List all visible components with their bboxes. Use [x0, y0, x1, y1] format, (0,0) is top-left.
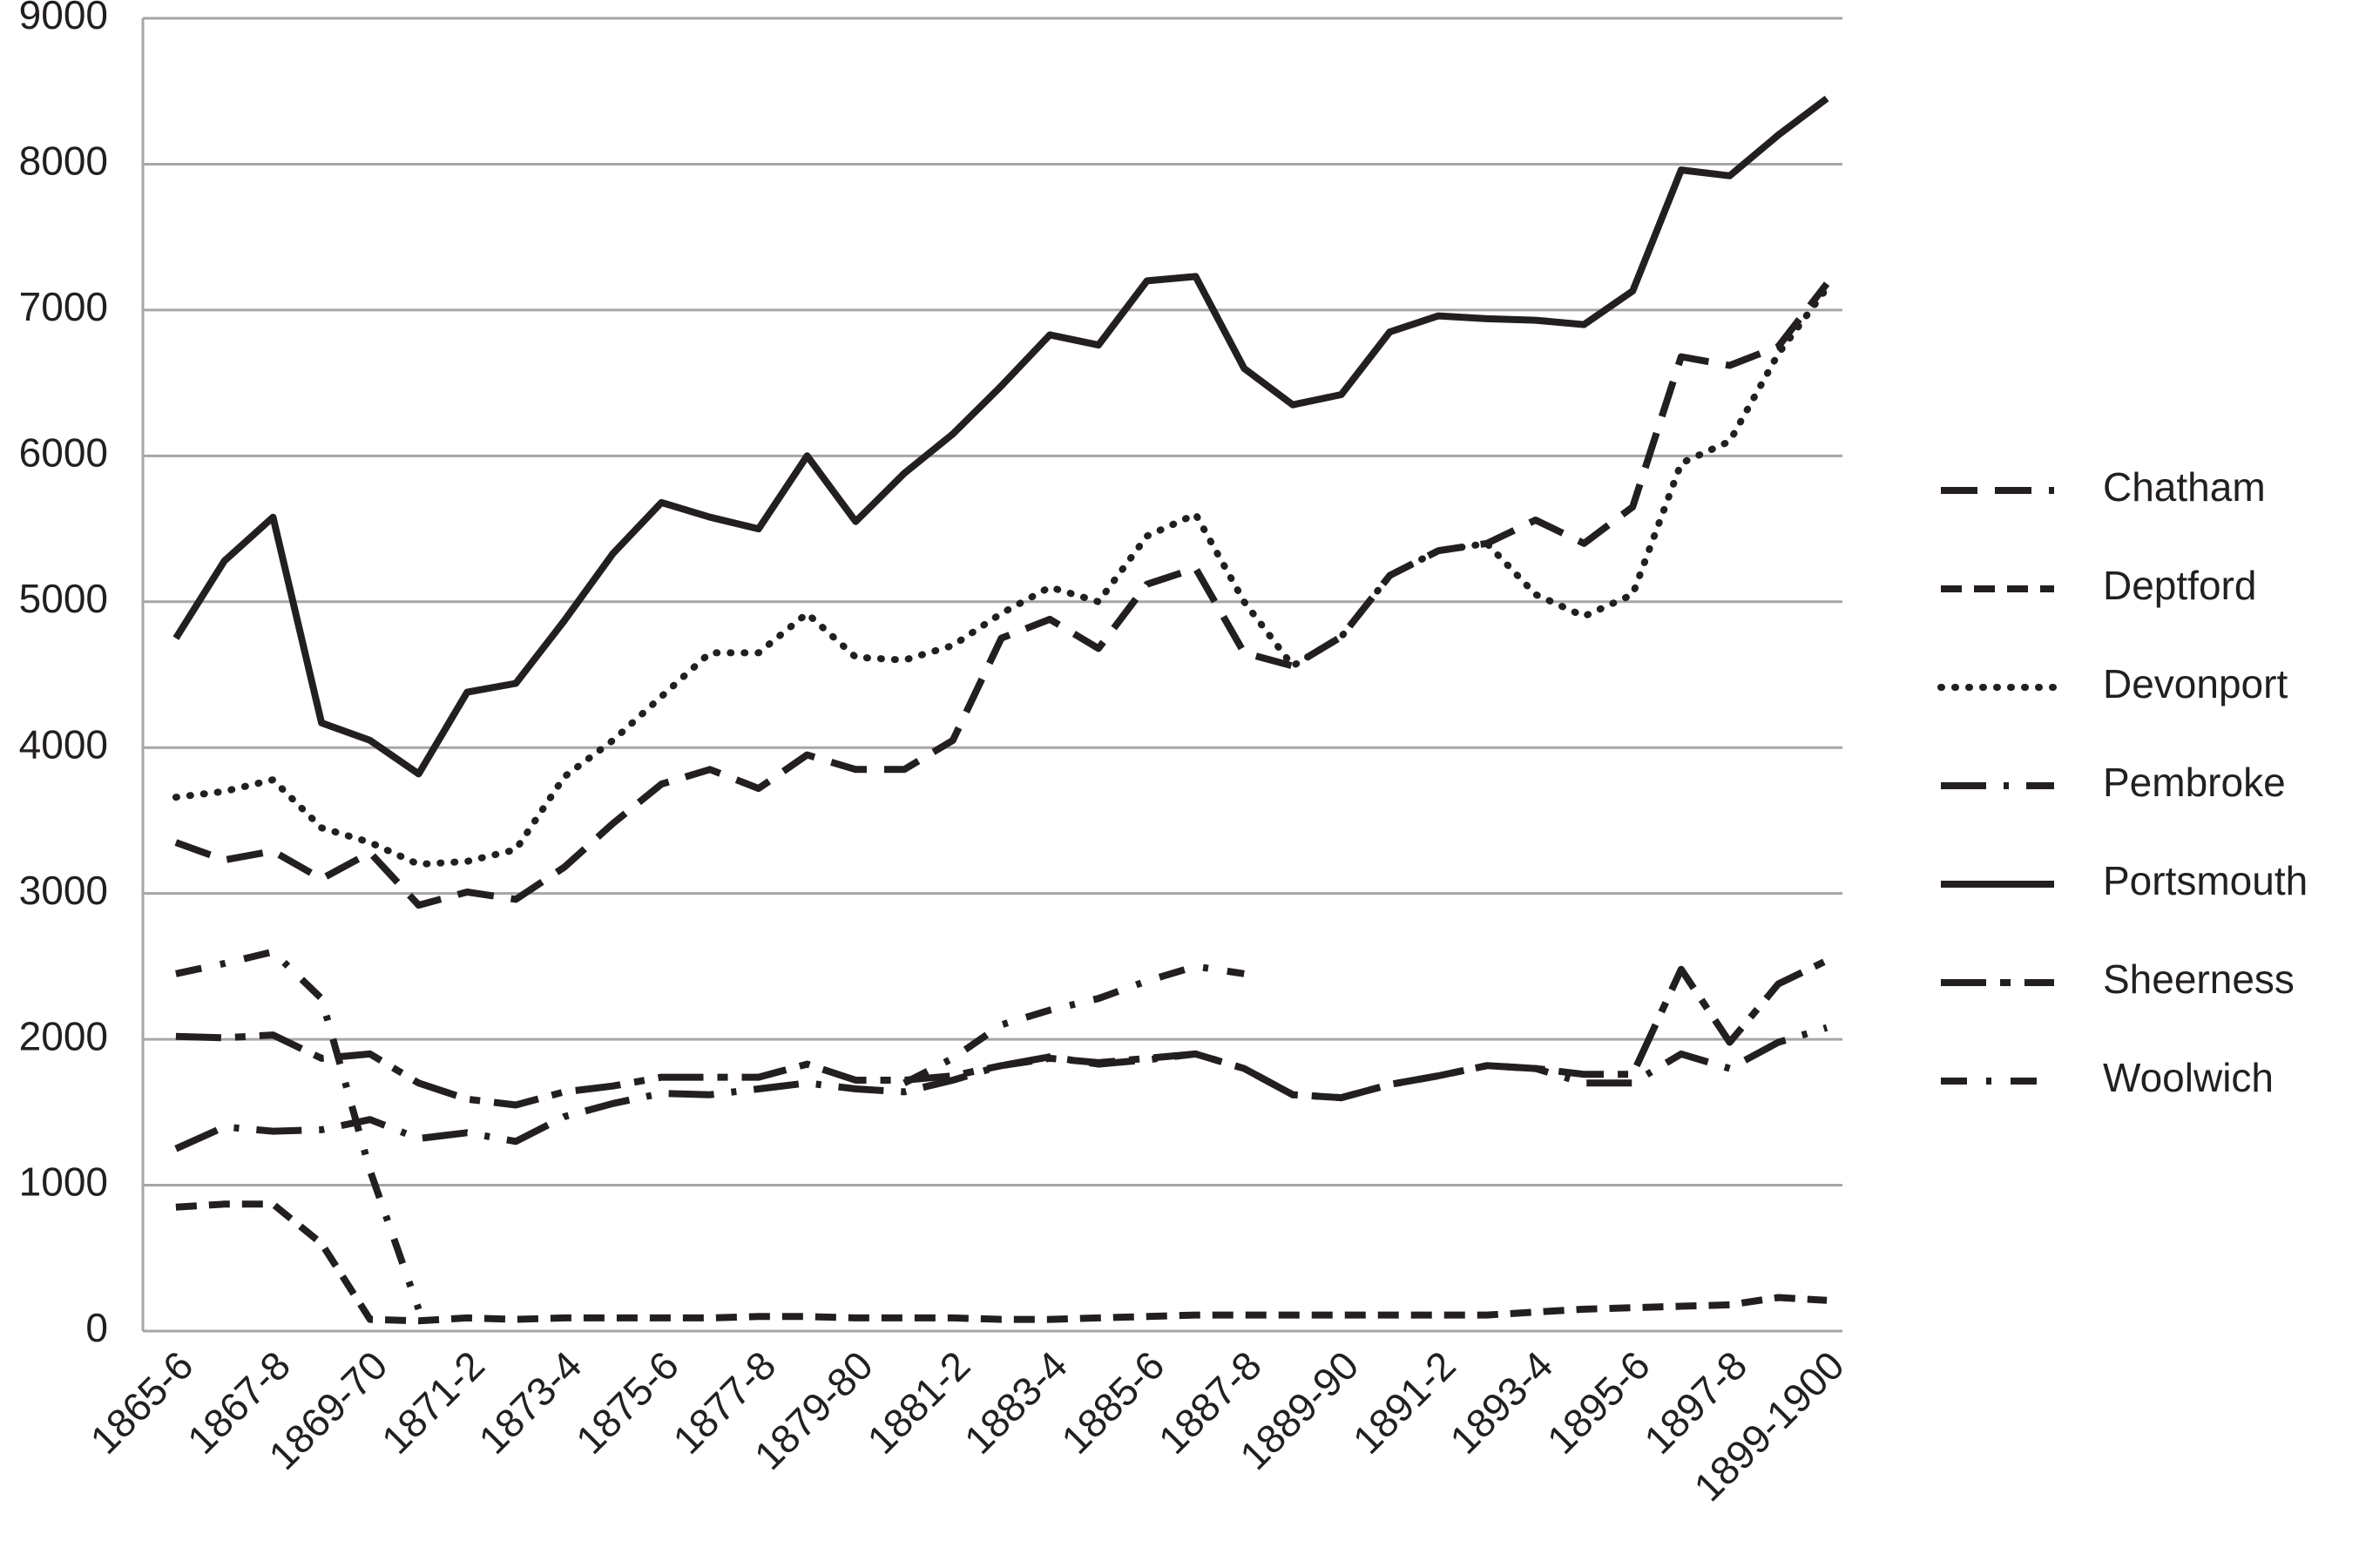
y-tick-label: 8000: [19, 139, 108, 184]
x-tick-label: 1881-2: [858, 1342, 978, 1463]
series-line: [172, 284, 1831, 868]
y-tick-label: 2000: [19, 1013, 108, 1058]
y-tick-label: 6000: [19, 429, 108, 475]
legend-label: Woolwich: [2103, 1055, 2274, 1100]
y-tick-label: 0: [85, 1305, 108, 1350]
y-tick-label: 9000: [19, 0, 108, 37]
x-tick-label: 1875-6: [567, 1342, 687, 1463]
series-line: [175, 1200, 1828, 1325]
y-tick-label: 7000: [19, 284, 108, 329]
legend-label: Portsmouth: [2103, 858, 2308, 903]
x-tick-label: 1891-2: [1344, 1342, 1464, 1463]
legend-label: Pembroke: [2103, 760, 2286, 805]
y-tick-label: 3000: [19, 868, 108, 913]
series-line: [174, 281, 1830, 909]
series-line: [174, 1024, 1828, 1152]
x-tick-label: 1873-4: [470, 1342, 590, 1463]
legend-label: Chatham: [2103, 464, 2266, 510]
y-tick-label: 4000: [19, 721, 108, 767]
legend-label: Devonport: [2103, 661, 2288, 706]
series-line: [175, 957, 1828, 1109]
y-tick-label: 5000: [19, 576, 108, 621]
x-tick-label: 1871-2: [373, 1342, 493, 1463]
series-line: [175, 948, 1245, 1311]
x-tick-label: 1895-6: [1538, 1342, 1659, 1463]
x-tick-label: 1885-6: [1052, 1342, 1173, 1463]
legend-label: Deptford: [2103, 563, 2256, 608]
series-line: [172, 95, 1829, 778]
x-tick-label: 1883-4: [956, 1342, 1076, 1463]
x-tick-label: 1865-6: [81, 1342, 201, 1463]
y-tick-label: 1000: [19, 1159, 108, 1205]
x-tick-label: 1893-4: [1441, 1342, 1561, 1463]
legend-label: Sheerness: [2103, 956, 2295, 1002]
